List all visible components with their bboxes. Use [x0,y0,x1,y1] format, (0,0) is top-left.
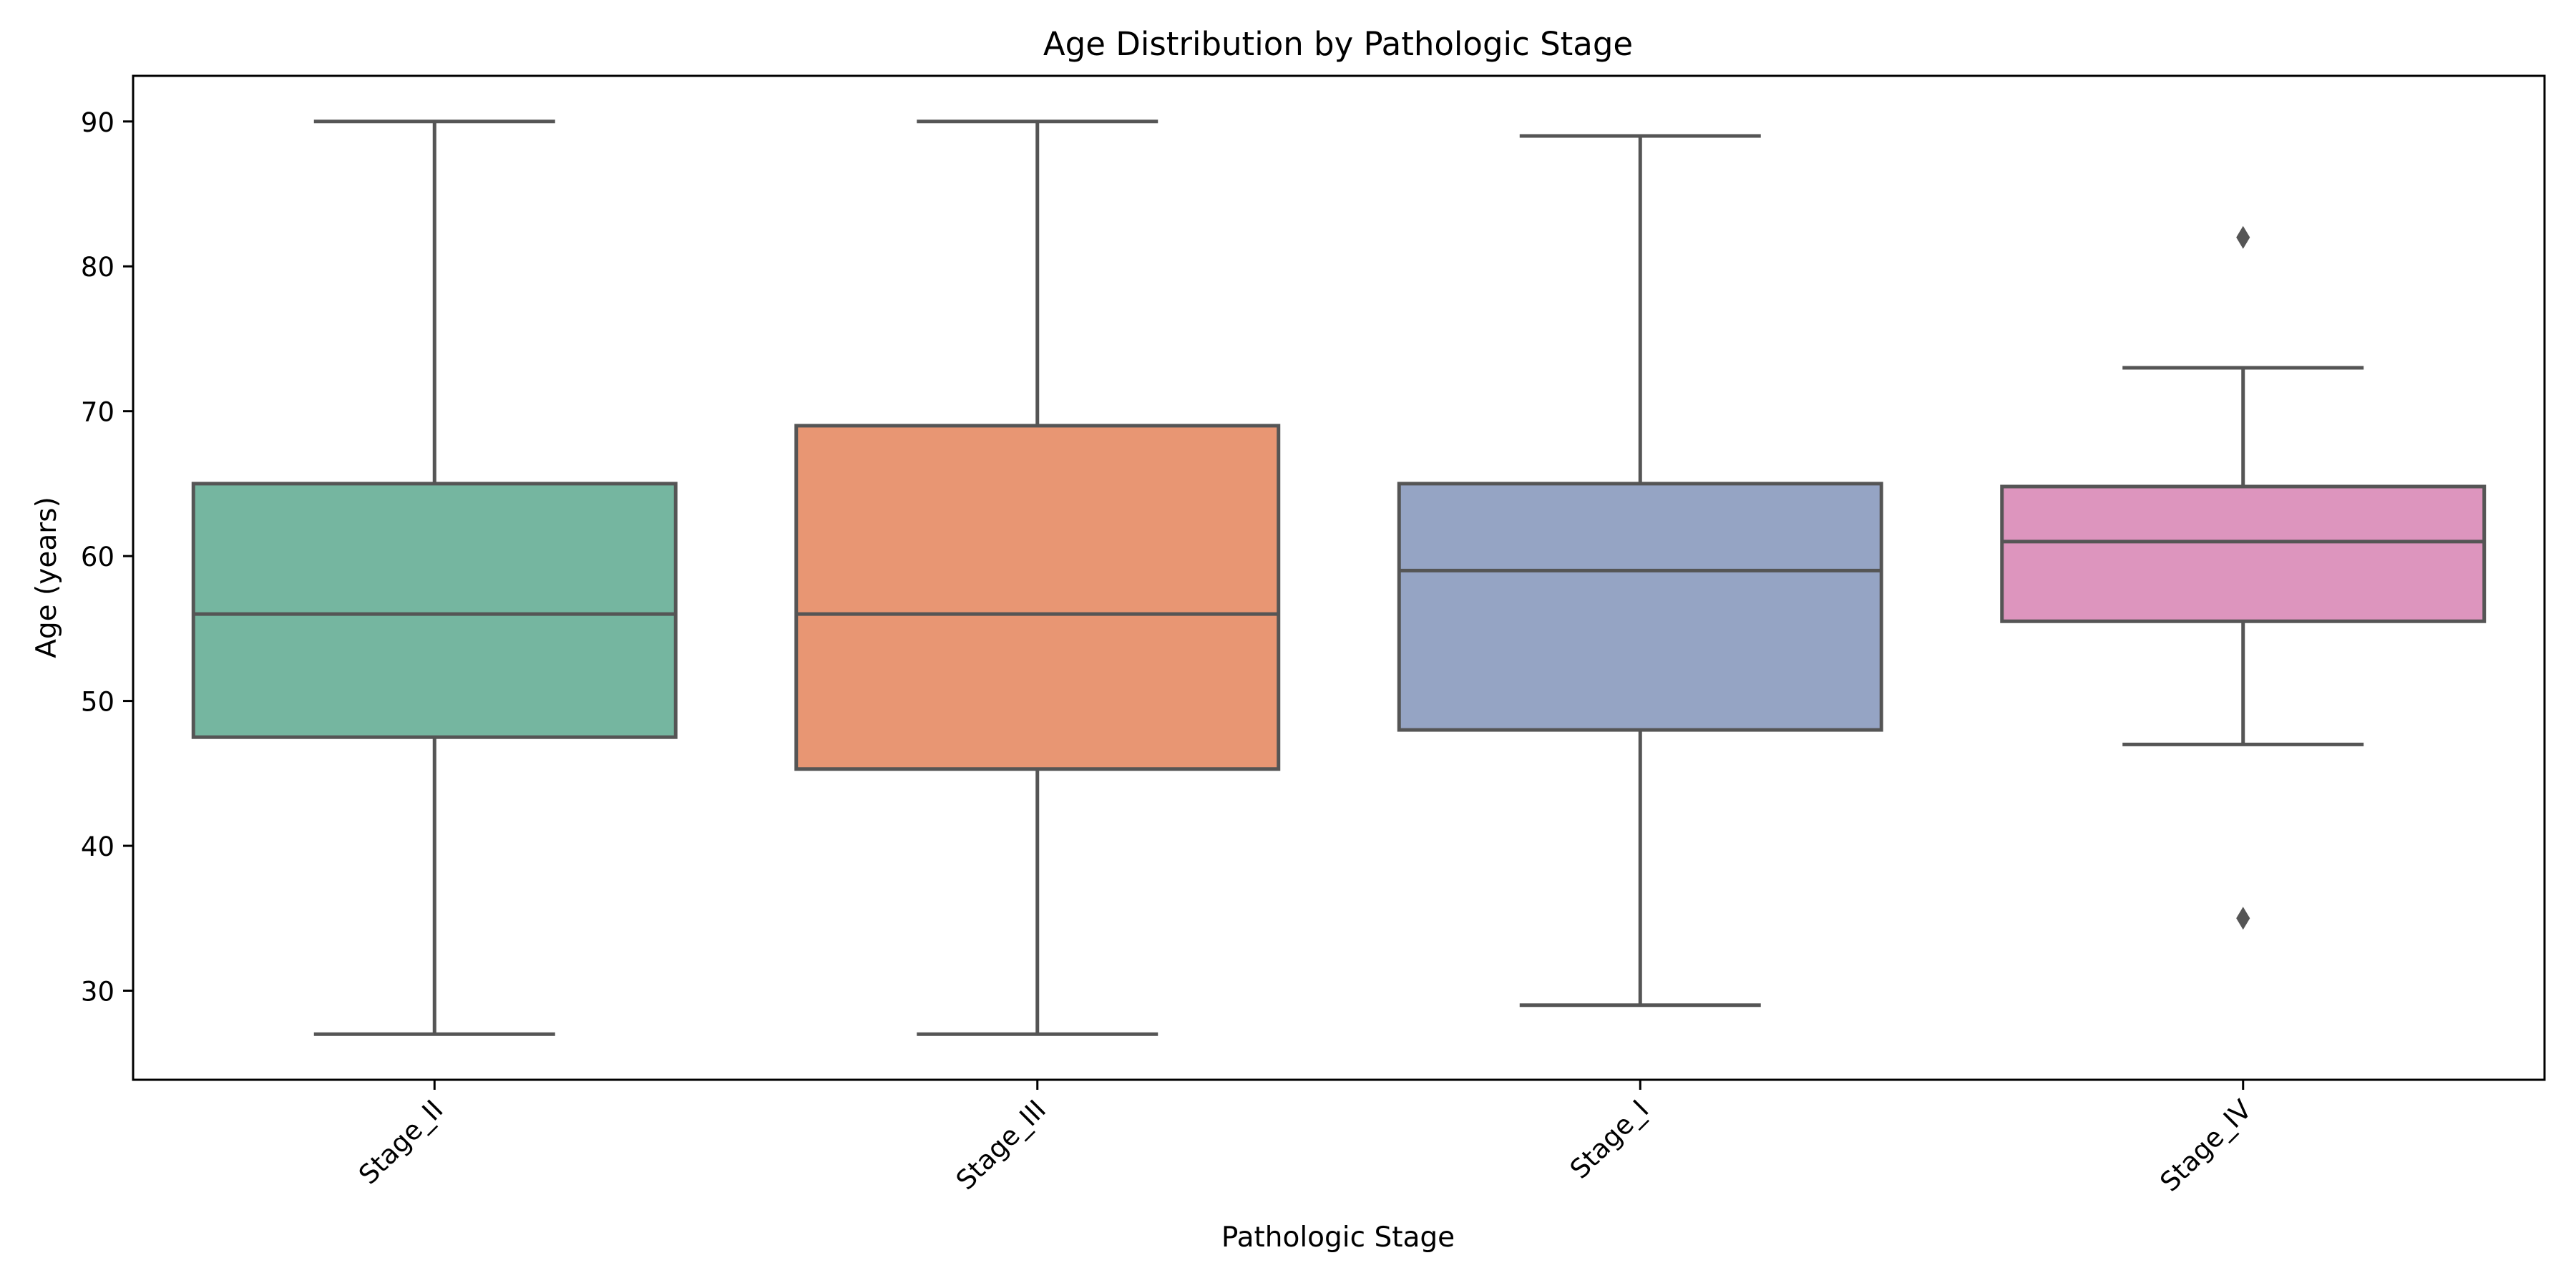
y-tick-label: 90 [81,107,114,138]
y-tick-label: 70 [81,397,114,428]
x-axis-label: Pathologic Stage [1221,1221,1455,1254]
outlier-point [2236,907,2250,930]
box-stage-i [1397,134,1883,1008]
y-axis: 30 40 50 60 70 80 90 [81,107,133,1007]
y-tick-label: 60 [81,542,114,572]
iqr-box [2000,484,2487,623]
box-series [191,119,2487,1036]
outlier-point [2236,225,2250,249]
y-tick-label: 50 [81,687,114,718]
chart-title: Age Distribution by Pathologic Stage [1043,25,1633,63]
plot-area-frame [132,74,2546,1081]
box-stage-ii [191,119,678,1036]
y-tick-label: 30 [81,976,114,1007]
box-stage-iv [2000,225,2487,930]
iqr-box [191,482,678,739]
iqr-box [1397,482,1883,732]
y-tick-label: 40 [81,831,114,862]
y-axis-label: Age (years) [31,497,63,658]
y-tick-label: 80 [81,252,114,283]
box-stage-iii [794,119,1281,1036]
iqr-box [794,424,1281,771]
